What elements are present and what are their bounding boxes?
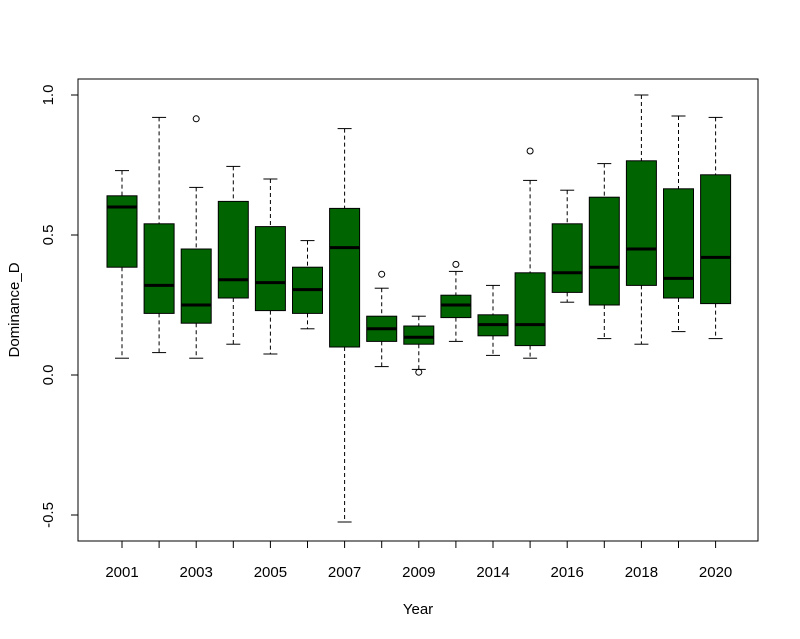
box-2002 [143,116,175,354]
y-axis-label: Dominance_D [6,262,23,357]
x-tick-label: 2007 [328,564,361,581]
iqr-box [514,272,546,347]
box-2010 [440,260,472,342]
y-tick-label: 0.5 [40,225,57,246]
iqr-box [663,188,694,299]
box-2007 [329,128,361,523]
x-tick-label: 2018 [625,564,658,581]
box-2003 [180,115,212,359]
iqr-box [551,223,583,293]
x-tick-label: 2014 [476,564,509,581]
box-2019 [663,115,694,333]
box-2020 [700,116,732,340]
box-2001 [106,170,138,359]
outlier-point [192,115,200,123]
x-tick-label: 2009 [402,564,435,581]
y-tick-label: 1.0 [40,85,57,106]
iqr-box [403,325,435,345]
box-2004 [217,165,249,345]
x-tick-label: 2005 [254,564,287,581]
outlier-point [378,270,386,278]
iqr-box [588,196,620,306]
x-tick-label: 2016 [551,564,584,581]
x-tick-label: 2001 [105,564,138,581]
y-tick-label: -0.5 [40,502,57,528]
x-tick-label: 2003 [180,564,213,581]
iqr-box [254,226,286,312]
y-tick-label: 0.0 [40,365,57,386]
iqr-box [329,207,361,348]
outlier-point [415,368,423,376]
iqr-box [143,223,175,314]
outlier-point [452,260,460,268]
x-axis: 2001 2003 2005 2007 2009 2014 2016 2018 2020 [105,540,732,581]
box-2014 [477,284,509,356]
iqr-box [625,160,657,286]
iqr-box [180,248,212,324]
box-2016 [551,189,583,303]
iqr-box [700,174,732,305]
iqr-box [217,200,249,299]
box-2008 [366,270,398,368]
box-2005 [254,178,286,355]
boxes-layer [106,94,732,523]
x-tick-label: 2020 [699,564,732,581]
x-axis-label: Year [403,601,433,618]
box-2017 [588,163,620,340]
box-2006 [292,240,323,330]
box-2009 [403,315,435,376]
y-axis: -0.5 0.0 0.5 1.0 [40,85,79,528]
plot-frame [77,78,759,542]
box-2018 [625,94,657,345]
outlier-point [526,147,534,155]
box-2015 [514,147,546,359]
